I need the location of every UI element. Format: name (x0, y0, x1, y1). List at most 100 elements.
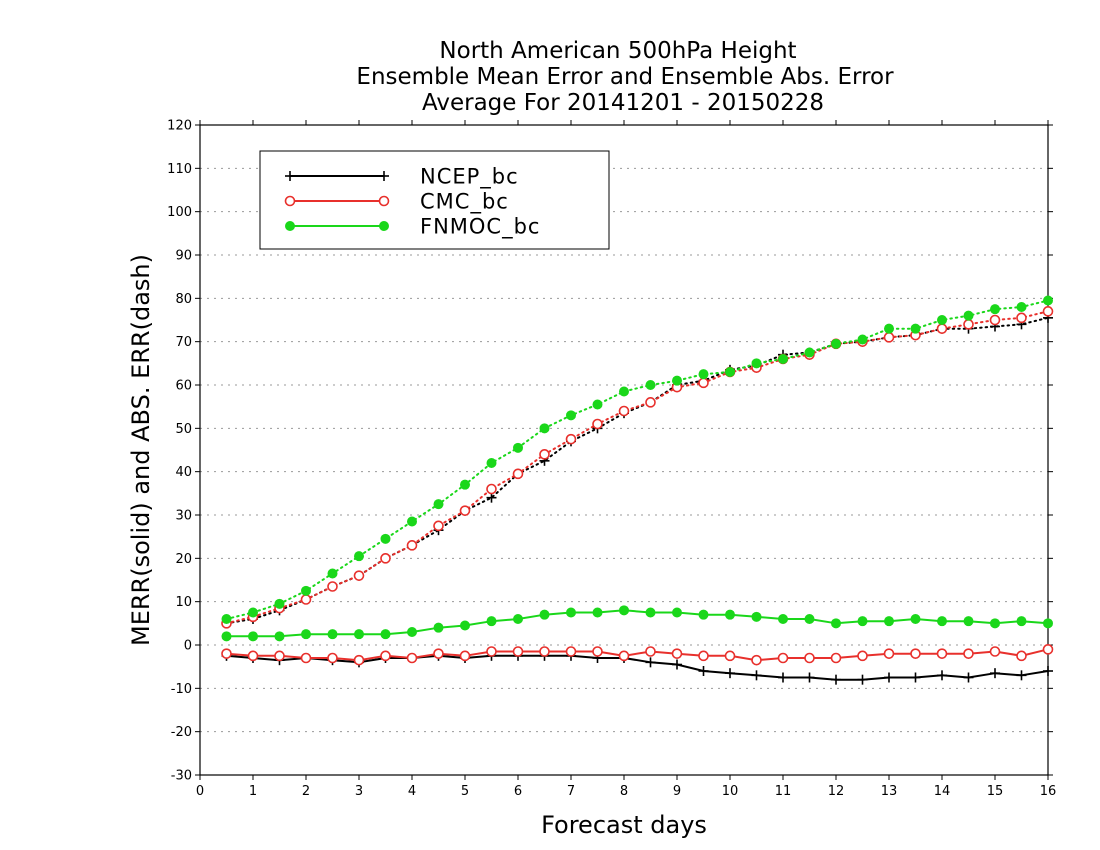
abs-err-point (989, 314, 1001, 326)
abs-err-point (486, 483, 497, 495)
merr-point (1043, 618, 1053, 629)
abs-err-point (566, 410, 576, 421)
merr-point (486, 616, 497, 627)
x-tick-label: 14 (934, 784, 951, 799)
merr-point (1016, 616, 1027, 627)
abs-err-point (354, 551, 364, 562)
x-tick-label: 11 (775, 784, 792, 799)
y-tick-label: 0 (184, 639, 192, 654)
abs-err-point (963, 319, 974, 330)
merr-point (963, 616, 974, 627)
legend-label: FNMOC_bc (420, 215, 540, 240)
abs-err-point (327, 581, 338, 592)
merr-point (513, 614, 523, 624)
abs-err-point (990, 304, 1000, 315)
abs-err-point (778, 354, 788, 364)
y-tick-label: 70 (175, 335, 192, 350)
merr-point (433, 622, 444, 633)
merr-point (804, 614, 815, 624)
abs-err-point (539, 423, 550, 434)
abs-err-point (884, 323, 894, 334)
y-tick-label: 50 (175, 422, 192, 437)
x-tick-label: 16 (1040, 784, 1057, 799)
merr-point (857, 674, 868, 685)
y-tick-label: 110 (167, 162, 192, 177)
merr-point (327, 652, 338, 664)
merr-point (221, 648, 232, 659)
merr-point (1016, 650, 1027, 662)
gridlines (200, 167, 1048, 733)
y-axis: -30 -20 -10 0 10 20 30 40 50 60 70 80 90 100 110 120 (167, 119, 1053, 784)
abs-err-point (433, 520, 444, 532)
merr-point (990, 618, 1000, 629)
abs-err-point (512, 468, 524, 480)
x-tick-label: 5 (461, 784, 469, 799)
x-tick-label: 4 (408, 784, 416, 799)
merr-point (778, 672, 788, 683)
abs-err-point (380, 553, 391, 564)
merr-point (698, 666, 709, 676)
y-tick-label: 10 (175, 595, 192, 610)
merr-point (724, 650, 736, 662)
merr-point (672, 607, 682, 618)
abs-err-point (459, 505, 471, 516)
legend-marker (379, 221, 389, 231)
merr-point (301, 629, 311, 640)
merr-point (857, 650, 868, 662)
merr-point (725, 609, 735, 620)
merr-point (777, 652, 789, 664)
abs-err-point (407, 516, 417, 527)
merr-point (725, 668, 735, 679)
merr-point (459, 650, 471, 662)
merr-point (831, 674, 841, 685)
merr-point (248, 631, 258, 642)
abs-err-point (592, 418, 603, 430)
merr-point (539, 646, 550, 657)
merr-point (566, 607, 576, 618)
chart-title: North American 500hPa Height Ensemble Me… (356, 38, 894, 116)
abs-err-point (937, 315, 947, 325)
merr-point (406, 652, 418, 664)
abs-err-point (725, 367, 735, 377)
abs-err-point (539, 449, 550, 460)
abs-err-point (248, 607, 258, 618)
abs-err-point (1016, 302, 1027, 312)
plot-area (221, 295, 1054, 685)
abs-err-line-ncep-bc (225, 316, 1049, 625)
merr-point (407, 627, 417, 637)
x-tick-label: 13 (881, 784, 898, 799)
y-axis-label: MERR(solid) and ABS. ERR(dash) (127, 254, 155, 646)
merr-point (830, 652, 842, 664)
merr-point (990, 668, 1000, 679)
merr-point (645, 607, 656, 618)
merr-point (963, 672, 974, 683)
merr-point (433, 648, 444, 659)
merr-point (910, 672, 921, 683)
abs-err-point (645, 380, 656, 390)
abs-err-line-fnmoc-bc (225, 299, 1049, 620)
merr-point (353, 654, 365, 666)
x-tick-label: 3 (355, 784, 363, 799)
merr-point (645, 646, 656, 657)
merr-point (910, 648, 921, 659)
merr-point (937, 670, 947, 681)
abs-err-point (221, 614, 232, 624)
title-line-1: North American 500hPa Height (439, 38, 796, 64)
merr-point (300, 652, 312, 664)
abs-err-point (618, 405, 630, 417)
merr-point (274, 650, 285, 662)
abs-err-point (274, 598, 285, 609)
x-tick-label: 0 (196, 784, 204, 799)
merr-point (619, 605, 629, 616)
legend-item-fnmoc-bc: FNMOC_bc (285, 215, 540, 240)
merr-point (751, 670, 762, 681)
abs-err-point (1016, 312, 1027, 324)
abs-err-point (698, 369, 709, 380)
x-tick-label: 7 (567, 784, 575, 799)
merr-point (778, 614, 788, 624)
merr-point (883, 648, 895, 659)
abs-err-point (963, 310, 974, 321)
merr-point (565, 646, 577, 657)
